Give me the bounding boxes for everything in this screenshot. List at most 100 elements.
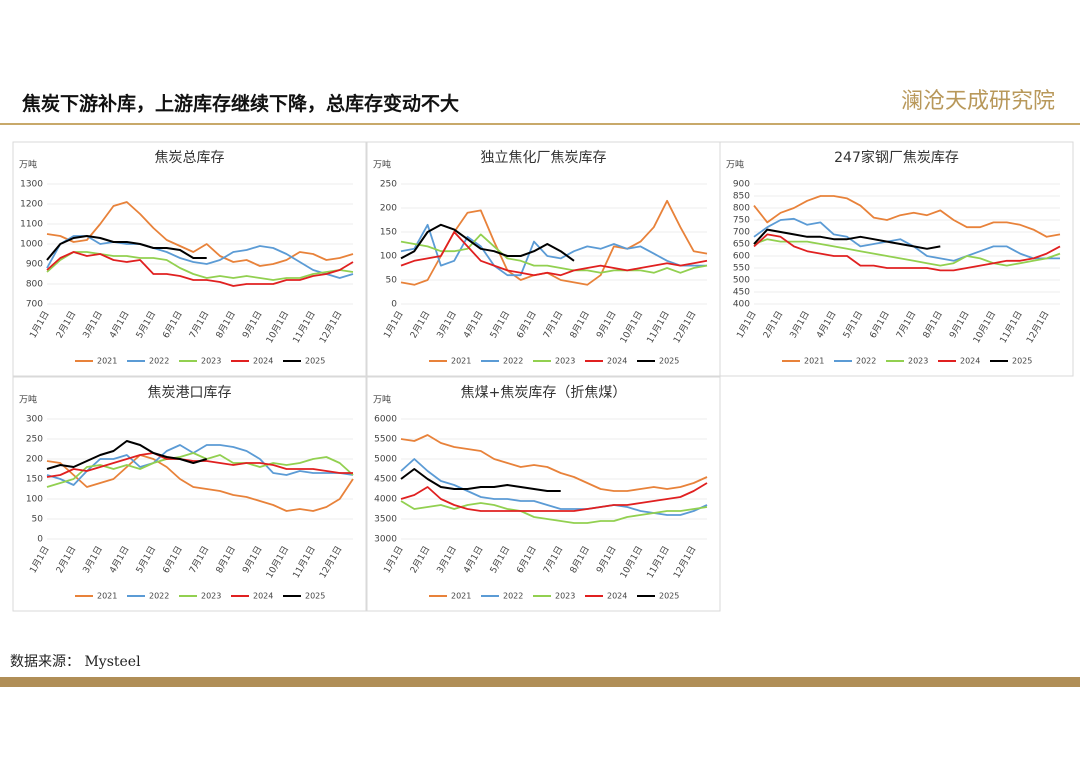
y-tick-label: 1300	[20, 180, 43, 190]
legend-label: 2022	[503, 357, 523, 366]
legend-label: 2021	[97, 357, 117, 366]
y-tick-label: 5500	[374, 435, 397, 445]
legend-label: 2023	[201, 592, 221, 601]
y-tick-label: 900	[26, 260, 43, 270]
y-tick-label: 600	[733, 252, 750, 262]
y-tick-label: 700	[733, 228, 750, 238]
y-tick-label: 200	[380, 204, 397, 214]
series-line	[46, 452, 354, 488]
y-tick-label: 1100	[20, 220, 43, 230]
series-line	[46, 440, 207, 470]
legend-label: 2021	[451, 357, 471, 366]
chart-title: 焦炭港口库存	[148, 385, 232, 401]
y-tick-label: 100	[26, 495, 43, 505]
y-tick-label: 900	[733, 180, 750, 190]
y-unit: 万吨	[19, 394, 37, 406]
y-tick-label: 50	[386, 276, 398, 286]
series-line	[46, 251, 354, 287]
y-unit: 万吨	[373, 394, 391, 406]
series-line	[400, 231, 708, 277]
y-tick-label: 850	[733, 192, 750, 202]
legend-label: 2023	[555, 357, 575, 366]
legend-label: 2023	[555, 592, 575, 601]
y-unit: 万吨	[19, 159, 37, 171]
legend-label: 2024	[253, 592, 273, 601]
series-line	[46, 454, 354, 512]
series-line	[46, 235, 354, 279]
chart-title: 焦炭总库存	[155, 150, 225, 166]
chart-title: 独立焦化厂焦炭库存	[481, 150, 607, 166]
chart-panel	[12, 141, 367, 377]
series-line	[400, 223, 707, 277]
legend-label: 2024	[253, 357, 273, 366]
y-tick-label: 1000	[20, 240, 43, 250]
series-line	[46, 235, 207, 261]
series-line	[753, 217, 1060, 262]
y-tick-label: 650	[733, 240, 750, 250]
series-line	[753, 238, 1061, 267]
legend-label: 2024	[960, 357, 980, 366]
header-rule	[0, 123, 1080, 125]
y-tick-label: 750	[733, 216, 750, 226]
legend-label: 2021	[97, 592, 117, 601]
y-unit: 万吨	[726, 159, 744, 171]
legend-label: 2025	[659, 357, 679, 366]
legend-label: 2022	[856, 357, 876, 366]
logo: 澜沧天成研究院	[901, 89, 1055, 114]
y-tick-label: 250	[26, 435, 43, 445]
y-tick-label: 5000	[374, 455, 397, 465]
y-tick-label: 150	[26, 475, 43, 485]
y-tick-label: 3500	[374, 515, 397, 525]
y-tick-label: 100	[380, 252, 397, 262]
legend-label: 2022	[149, 592, 169, 601]
legend-label: 2023	[908, 357, 928, 366]
legend-label: 2024	[607, 592, 627, 601]
y-tick-label: 800	[733, 204, 750, 214]
y-tick-label: 450	[733, 288, 750, 298]
chart-panel	[366, 376, 721, 612]
legend-label: 2022	[503, 592, 523, 601]
y-tick-label: 1200	[20, 200, 43, 210]
y-tick-label: 50	[32, 515, 44, 525]
y-tick-label: 6000	[374, 415, 397, 425]
y-tick-label: 150	[380, 228, 397, 238]
y-tick-label: 0	[37, 535, 43, 545]
y-tick-label: 4500	[374, 475, 397, 485]
y-tick-label: 250	[380, 180, 397, 190]
y-tick-label: 550	[733, 264, 750, 274]
series-line	[753, 195, 1061, 238]
series-line	[46, 444, 354, 486]
chart-panel	[719, 141, 1074, 377]
series-line	[400, 468, 561, 492]
series-line	[400, 233, 708, 274]
legend-label: 2025	[305, 357, 325, 366]
series-line	[400, 500, 708, 524]
y-unit: 万吨	[373, 159, 391, 171]
y-tick-label: 4000	[374, 495, 397, 505]
legend-label: 2024	[607, 357, 627, 366]
series-line	[753, 228, 941, 250]
y-tick-label: 800	[26, 280, 43, 290]
legend-label: 2025	[305, 592, 325, 601]
series-line	[400, 434, 708, 492]
y-tick-label: 0	[391, 300, 397, 310]
series-line	[400, 223, 575, 262]
y-tick-label: 400	[733, 300, 750, 310]
legend-label: 2023	[201, 357, 221, 366]
legend-label: 2021	[451, 592, 471, 601]
legend-label: 2025	[659, 592, 679, 601]
legend-label: 2022	[149, 357, 169, 366]
y-tick-label: 200	[26, 455, 43, 465]
chart-title: 焦煤+焦炭库存（折焦煤）	[461, 385, 627, 401]
series-line	[753, 233, 1061, 272]
legend-label: 2025	[1012, 357, 1032, 366]
chart-panel	[12, 376, 367, 612]
y-tick-label: 300	[26, 415, 43, 425]
series-line	[400, 482, 708, 512]
series-line	[46, 201, 354, 267]
source: 数据来源： Mysteel	[10, 654, 141, 670]
footer-bar	[0, 677, 1080, 687]
chart-title: 247家钢厂焦炭库存	[834, 149, 959, 166]
y-tick-label: 3000	[374, 535, 397, 545]
